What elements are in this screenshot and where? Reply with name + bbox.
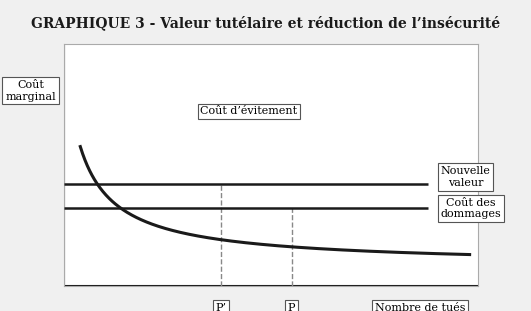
Text: P’: P’ bbox=[216, 303, 227, 311]
Text: Coût
marginal: Coût marginal bbox=[5, 80, 56, 101]
Text: GRAPHIQUE 3 - Valeur tutélaire et réduction de l’insécurité: GRAPHIQUE 3 - Valeur tutélaire et réduct… bbox=[31, 16, 500, 30]
Text: P: P bbox=[288, 303, 295, 311]
Text: Coût des
dommages: Coût des dommages bbox=[441, 198, 501, 219]
Text: Nombre de tués: Nombre de tués bbox=[375, 303, 466, 311]
Text: Coût d’évitement: Coût d’évitement bbox=[200, 106, 297, 116]
Text: Nouvelle
valeur: Nouvelle valeur bbox=[441, 166, 491, 188]
